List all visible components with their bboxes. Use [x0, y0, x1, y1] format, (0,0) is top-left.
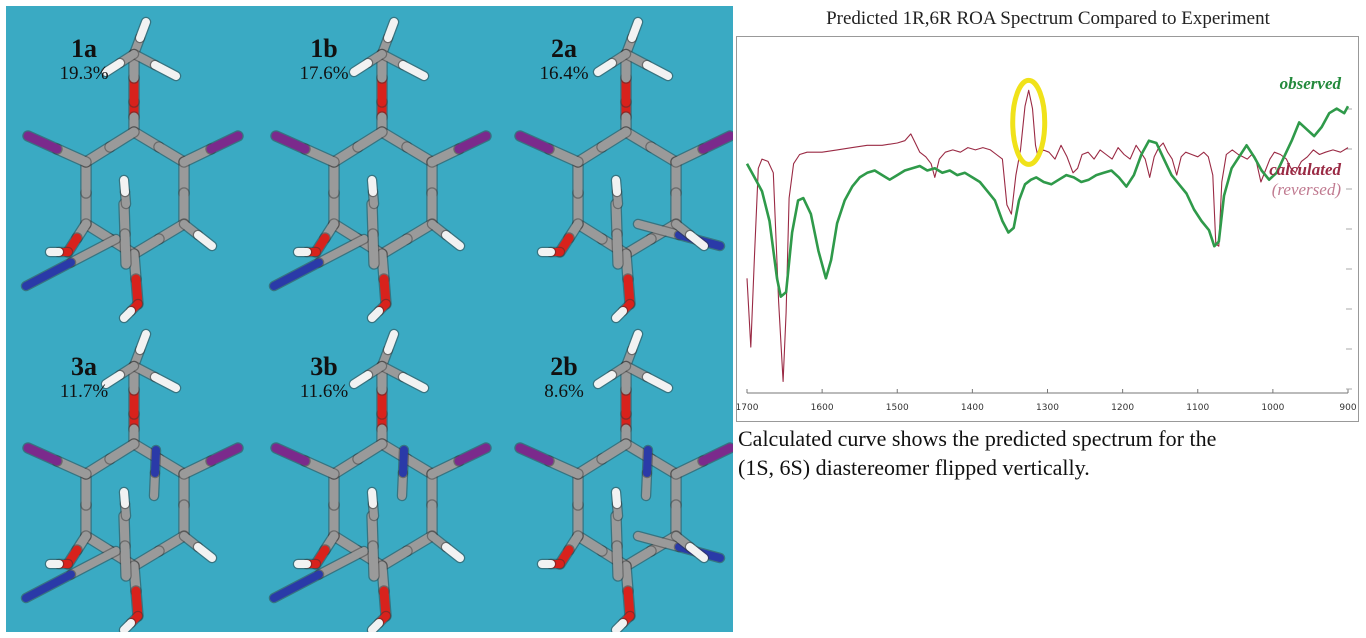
conformer-structures: [20, 16, 733, 632]
x-tick-label: 1300: [1036, 403, 1059, 413]
conformer-label: 3b: [310, 352, 338, 381]
x-tick-label: 1700: [737, 403, 759, 413]
peak-highlight-ellipse: [1010, 77, 1048, 167]
chart-title: Predicted 1R,6R ROA Spectrum Compared to…: [826, 8, 1270, 29]
x-tick-label: 1100: [1186, 403, 1209, 413]
conformer-structure-2a: [514, 16, 733, 324]
series-calculated: [746, 89, 1349, 383]
roa-spectrum-chart: 1700 1600 1500 1400 1300 1200 1100 1000 900 obser…: [736, 36, 1359, 422]
x-tick-label: 1400: [961, 403, 984, 413]
conformer-structure-3b: [268, 328, 492, 632]
conformer-label: 1a: [71, 34, 97, 63]
x-tick-label: 1000: [1261, 403, 1284, 413]
conformer-structure-3a: [20, 328, 244, 632]
conformer-percent: 19.3%: [59, 63, 109, 84]
conformer-structure-1b: [268, 16, 492, 324]
legend-reversed: (reversed): [1272, 180, 1342, 199]
spectrum-plot: 1700 1600 1500 1400 1300 1200 1100 1000 900 obser…: [737, 74, 1357, 413]
figure-caption: Calculated curve shows the predicted spe…: [738, 424, 1358, 482]
x-tick-label: 900: [1339, 403, 1356, 413]
legend-observed: observed: [1280, 74, 1342, 93]
legend-calculated: calculated: [1269, 160, 1341, 179]
series-observed: [745, 105, 1350, 298]
conformer-percent: 16.4%: [539, 63, 589, 84]
conformer-percent: 8.6%: [544, 381, 584, 402]
conformer-label: 2a: [551, 34, 577, 63]
caption-line-2: (1S, 6S) diastereomer flipped vertically…: [738, 455, 1090, 480]
conformer-panel: 1a 19.3% 1b 17.6% 2a 16.4% 3a 11.7% 3b 11.6% 2b 8.6…: [6, 6, 733, 632]
conformer-percent: 11.7%: [59, 381, 109, 402]
caption-line-1: Calculated curve shows the predicted spe…: [738, 426, 1217, 451]
x-tick-label: 1500: [886, 403, 909, 413]
conformer-label: 3a: [71, 352, 97, 381]
x-tick-label: 1600: [811, 403, 834, 413]
conformer-percent: 17.6%: [299, 63, 349, 84]
conformer-label: 2b: [550, 352, 578, 381]
conformer-label: 1b: [310, 34, 338, 63]
conformer-structure-2b: [514, 328, 733, 632]
x-tick-label: 1200: [1111, 403, 1134, 413]
conformer-structure-1a: [20, 16, 244, 324]
conformer-percent: 11.6%: [299, 381, 349, 402]
